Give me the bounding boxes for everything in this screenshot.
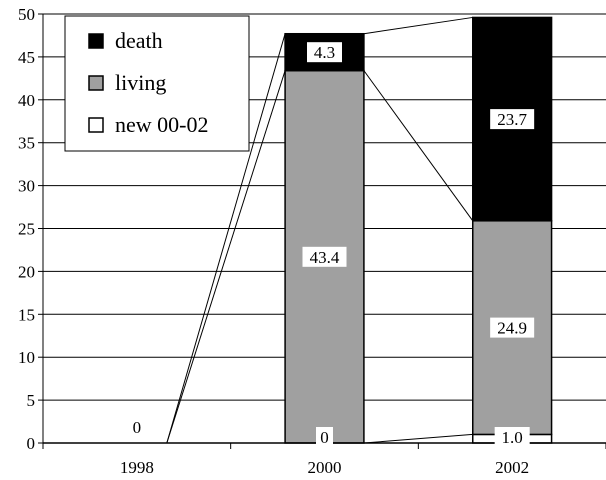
y-tick-label: 5	[27, 391, 36, 410]
y-tick-label: 35	[18, 134, 35, 153]
data-label-box	[494, 427, 530, 447]
data-labels: 0 0 43.4 4.3 1.0 24.9 23.7	[133, 42, 535, 447]
legend-label: death	[115, 28, 163, 53]
legend-swatch	[88, 75, 104, 91]
data-label: 4.3	[307, 42, 342, 63]
y-tick-label: 0	[27, 434, 36, 453]
y-tick-label: 10	[18, 348, 35, 367]
data-label-text: 1.0	[502, 428, 523, 447]
category-total-label: 0	[133, 418, 142, 437]
data-label-text: 23.7	[497, 110, 527, 129]
data-label-box	[302, 246, 347, 267]
legend-swatch	[88, 33, 104, 49]
connector-line	[166, 33, 286, 444]
y-axis: 0 5 10 15 20 25 30 35 40 45 50	[18, 5, 44, 453]
data-label-box	[307, 42, 342, 63]
legend-swatch	[88, 117, 104, 133]
connector-line	[363, 16, 473, 35]
data-label-box	[316, 427, 333, 447]
data-label-text: 43.4	[310, 248, 340, 267]
x-tick-label: 2000	[308, 458, 342, 477]
data-label: 24.9	[490, 317, 535, 338]
y-tick-label: 20	[18, 262, 35, 281]
connector-line	[166, 70, 286, 444]
connector-line	[363, 70, 474, 222]
y-tick-label: 30	[18, 177, 35, 196]
y-tick-label: 15	[18, 305, 35, 324]
data-label-text: 4.3	[314, 43, 335, 62]
data-label: 43.4	[302, 246, 347, 267]
y-tick-label: 45	[18, 48, 35, 67]
data-label-text: 24.9	[497, 319, 527, 338]
data-label-box	[490, 109, 535, 130]
legend: death living new 00-02	[64, 15, 250, 152]
data-label: 0	[316, 427, 333, 447]
x-axis: 1998 2000 2002	[42, 442, 606, 477]
x-tick-label: 1998	[120, 458, 154, 477]
data-label: 1.0	[494, 427, 530, 447]
y-tick-label: 50	[18, 5, 35, 24]
data-label-text: 0	[320, 428, 329, 447]
legend-label: new 00-02	[115, 112, 208, 137]
data-label: 23.7	[490, 109, 535, 130]
connector-line	[363, 433, 473, 444]
x-tick-label: 2002	[495, 458, 529, 477]
legend-label: living	[115, 70, 166, 95]
bars	[284, 16, 553, 444]
y-tick-label: 25	[18, 220, 35, 239]
data-label-box	[490, 317, 535, 338]
y-tick-label: 40	[18, 91, 35, 110]
